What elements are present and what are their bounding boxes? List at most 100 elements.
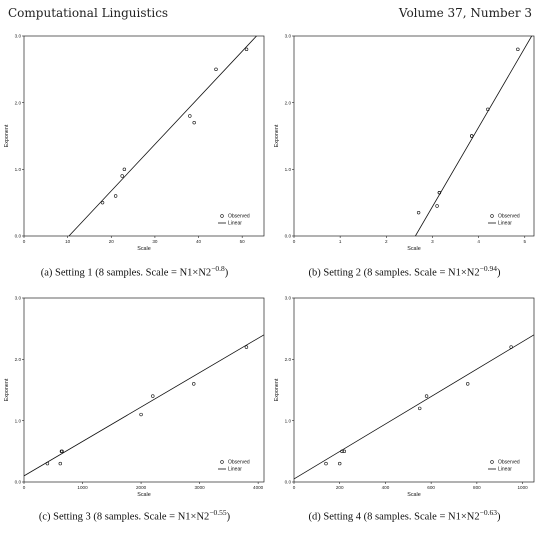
y-tick-label: 3.0 bbox=[285, 296, 292, 301]
caption-b-close: ) bbox=[496, 267, 501, 279]
x-tick-label: 2 bbox=[385, 239, 388, 244]
x-tick-label: 0 bbox=[293, 239, 296, 244]
y-axis-title: Exponent bbox=[4, 124, 10, 147]
observed-point bbox=[509, 345, 513, 349]
y-axis-title: Exponent bbox=[274, 378, 280, 401]
observed-point bbox=[214, 67, 218, 72]
x-tick-label: 3 bbox=[431, 239, 434, 244]
x-tick-label: 600 bbox=[427, 485, 435, 490]
x-tick-label: 10 bbox=[65, 239, 71, 244]
observed-point bbox=[139, 412, 143, 417]
x-axis-title: Scale bbox=[407, 492, 421, 498]
x-tick-label: 0 bbox=[23, 485, 26, 490]
y-tick-label: 2.0 bbox=[15, 357, 22, 362]
caption-d-main: (d) Setting 4 (8 samples. Scale = N1×N2 bbox=[308, 511, 480, 523]
x-tick-label: 1000 bbox=[517, 485, 528, 490]
observed-point bbox=[244, 47, 249, 52]
plot-frame bbox=[23, 297, 265, 483]
y-tick-label: 2.0 bbox=[15, 100, 22, 105]
x-axis-title: Scale bbox=[137, 246, 151, 252]
legend-observed-marker bbox=[490, 460, 494, 464]
x-tick-label: 4000 bbox=[253, 485, 264, 490]
y-axis-title: Exponent bbox=[4, 378, 10, 401]
x-axis-title: Scale bbox=[137, 492, 151, 498]
x-tick-label: 40 bbox=[196, 239, 202, 244]
plot-frame bbox=[293, 297, 535, 483]
y-tick-label: 3.0 bbox=[15, 296, 22, 301]
x-tick-label: 400 bbox=[382, 485, 390, 490]
journal-title: Computational Linguistics bbox=[8, 6, 169, 20]
observed-point bbox=[58, 461, 62, 466]
observed-point bbox=[418, 406, 422, 411]
observed-point bbox=[486, 107, 490, 112]
caption-b-main: (b) Setting 2 (8 samples. Scale = N1×N2 bbox=[308, 267, 480, 279]
caption-a-close: ) bbox=[224, 267, 229, 279]
y-tick-label: 2.0 bbox=[285, 357, 292, 362]
linear-fit-line bbox=[24, 334, 264, 477]
x-tick-label: 4 bbox=[477, 239, 480, 244]
observed-point bbox=[338, 461, 342, 466]
x-tick-label: 2000 bbox=[136, 485, 147, 490]
y-tick-label: 1.0 bbox=[285, 418, 292, 423]
observed-point bbox=[60, 449, 64, 454]
observed-point bbox=[340, 449, 344, 454]
x-tick-label: 20 bbox=[109, 239, 115, 244]
observed-point bbox=[244, 345, 249, 349]
figure-panel-a: 0 10 20 30 40 50 0.0 1.0 2.0 3.0 Scale Exponent Obse… bbox=[2, 24, 267, 279]
caption-a: (a) Setting 1 (8 samples. Scale = N1×N2−… bbox=[2, 264, 267, 279]
caption-b-exponent: −0.94 bbox=[479, 264, 497, 273]
observed-point bbox=[324, 461, 328, 466]
legend-observed-label: Observed bbox=[498, 460, 520, 466]
x-tick-label: 0 bbox=[23, 239, 26, 244]
observed-point bbox=[437, 190, 442, 195]
caption-c: (c) Setting 3 (8 samples. Scale = N1×N2−… bbox=[2, 508, 267, 523]
figure-panel-b: 0 1 2 3 4 5 0.0 1.0 2.0 3.0 Scale Exponent Observed L… bbox=[272, 24, 537, 279]
x-tick-label: 0 bbox=[293, 485, 296, 490]
y-tick-label: 3.0 bbox=[15, 34, 22, 39]
chart-d: 0 200 400 600 800 1000 0.0 1.0 2.0 3.0 Scale Expone… bbox=[274, 296, 535, 498]
x-tick-label: 3000 bbox=[194, 485, 205, 490]
observed-point bbox=[100, 200, 105, 205]
plot-frame bbox=[23, 35, 265, 237]
chart-b: 0 1 2 3 4 5 0.0 1.0 2.0 3.0 Scale Exponent ObservedL… bbox=[274, 34, 535, 252]
plot-frame bbox=[293, 35, 535, 237]
caption-d: (d) Setting 4 (8 samples. Scale = N1×N2−… bbox=[272, 508, 537, 523]
caption-c-main: (c) Setting 3 (8 samples. Scale = N1×N2 bbox=[38, 511, 210, 523]
observed-point bbox=[416, 210, 421, 215]
figure-panel-c: 0 1000 2000 3000 4000 0.0 1.0 2.0 3.0 Scale Expone… bbox=[2, 286, 267, 536]
observed-point bbox=[516, 47, 520, 52]
y-tick-label: 0.0 bbox=[285, 234, 292, 239]
observed-point bbox=[342, 449, 346, 454]
observed-point bbox=[120, 174, 124, 178]
chart-a: 0 10 20 30 40 50 0.0 1.0 2.0 3.0 Scale Exponent Obse… bbox=[4, 34, 265, 252]
legend-observed-marker bbox=[490, 214, 494, 218]
observed-point bbox=[466, 382, 470, 386]
caption-b: (b) Setting 2 (8 samples. Scale = N1×N2−… bbox=[272, 264, 537, 279]
caption-a-exponent: −0.8 bbox=[211, 264, 225, 273]
y-tick-label: 0.0 bbox=[15, 480, 22, 485]
x-tick-label: 1 bbox=[339, 239, 342, 244]
x-tick-label: 50 bbox=[240, 239, 246, 244]
x-tick-label: 800 bbox=[473, 485, 481, 490]
legend-linear-label: Linear bbox=[498, 467, 512, 473]
y-tick-label: 1.0 bbox=[15, 167, 22, 172]
x-tick-label: 1000 bbox=[77, 485, 88, 490]
y-tick-label: 0.0 bbox=[285, 480, 292, 485]
caption-d-close: ) bbox=[496, 511, 501, 523]
x-tick-label: 30 bbox=[152, 239, 158, 244]
observed-point bbox=[45, 461, 50, 466]
observed-point bbox=[424, 394, 429, 398]
caption-c-exponent: −0.55 bbox=[209, 508, 227, 517]
volume-number: Volume 37, Number 3 bbox=[398, 6, 532, 20]
linear-fit-line bbox=[294, 334, 534, 480]
running-head: Computational Linguistics Volume 37, Num… bbox=[8, 6, 532, 20]
observed-point bbox=[113, 194, 118, 198]
legend-observed-label: Observed bbox=[498, 214, 520, 220]
caption-d-exponent: −0.63 bbox=[479, 508, 497, 517]
legend-observed-label: Observed bbox=[228, 214, 250, 220]
observed-point bbox=[469, 134, 474, 138]
y-tick-label: 1.0 bbox=[15, 418, 22, 423]
observed-point bbox=[188, 114, 192, 118]
legend-linear-label: Linear bbox=[228, 221, 242, 227]
linear-fit-line bbox=[415, 36, 533, 236]
